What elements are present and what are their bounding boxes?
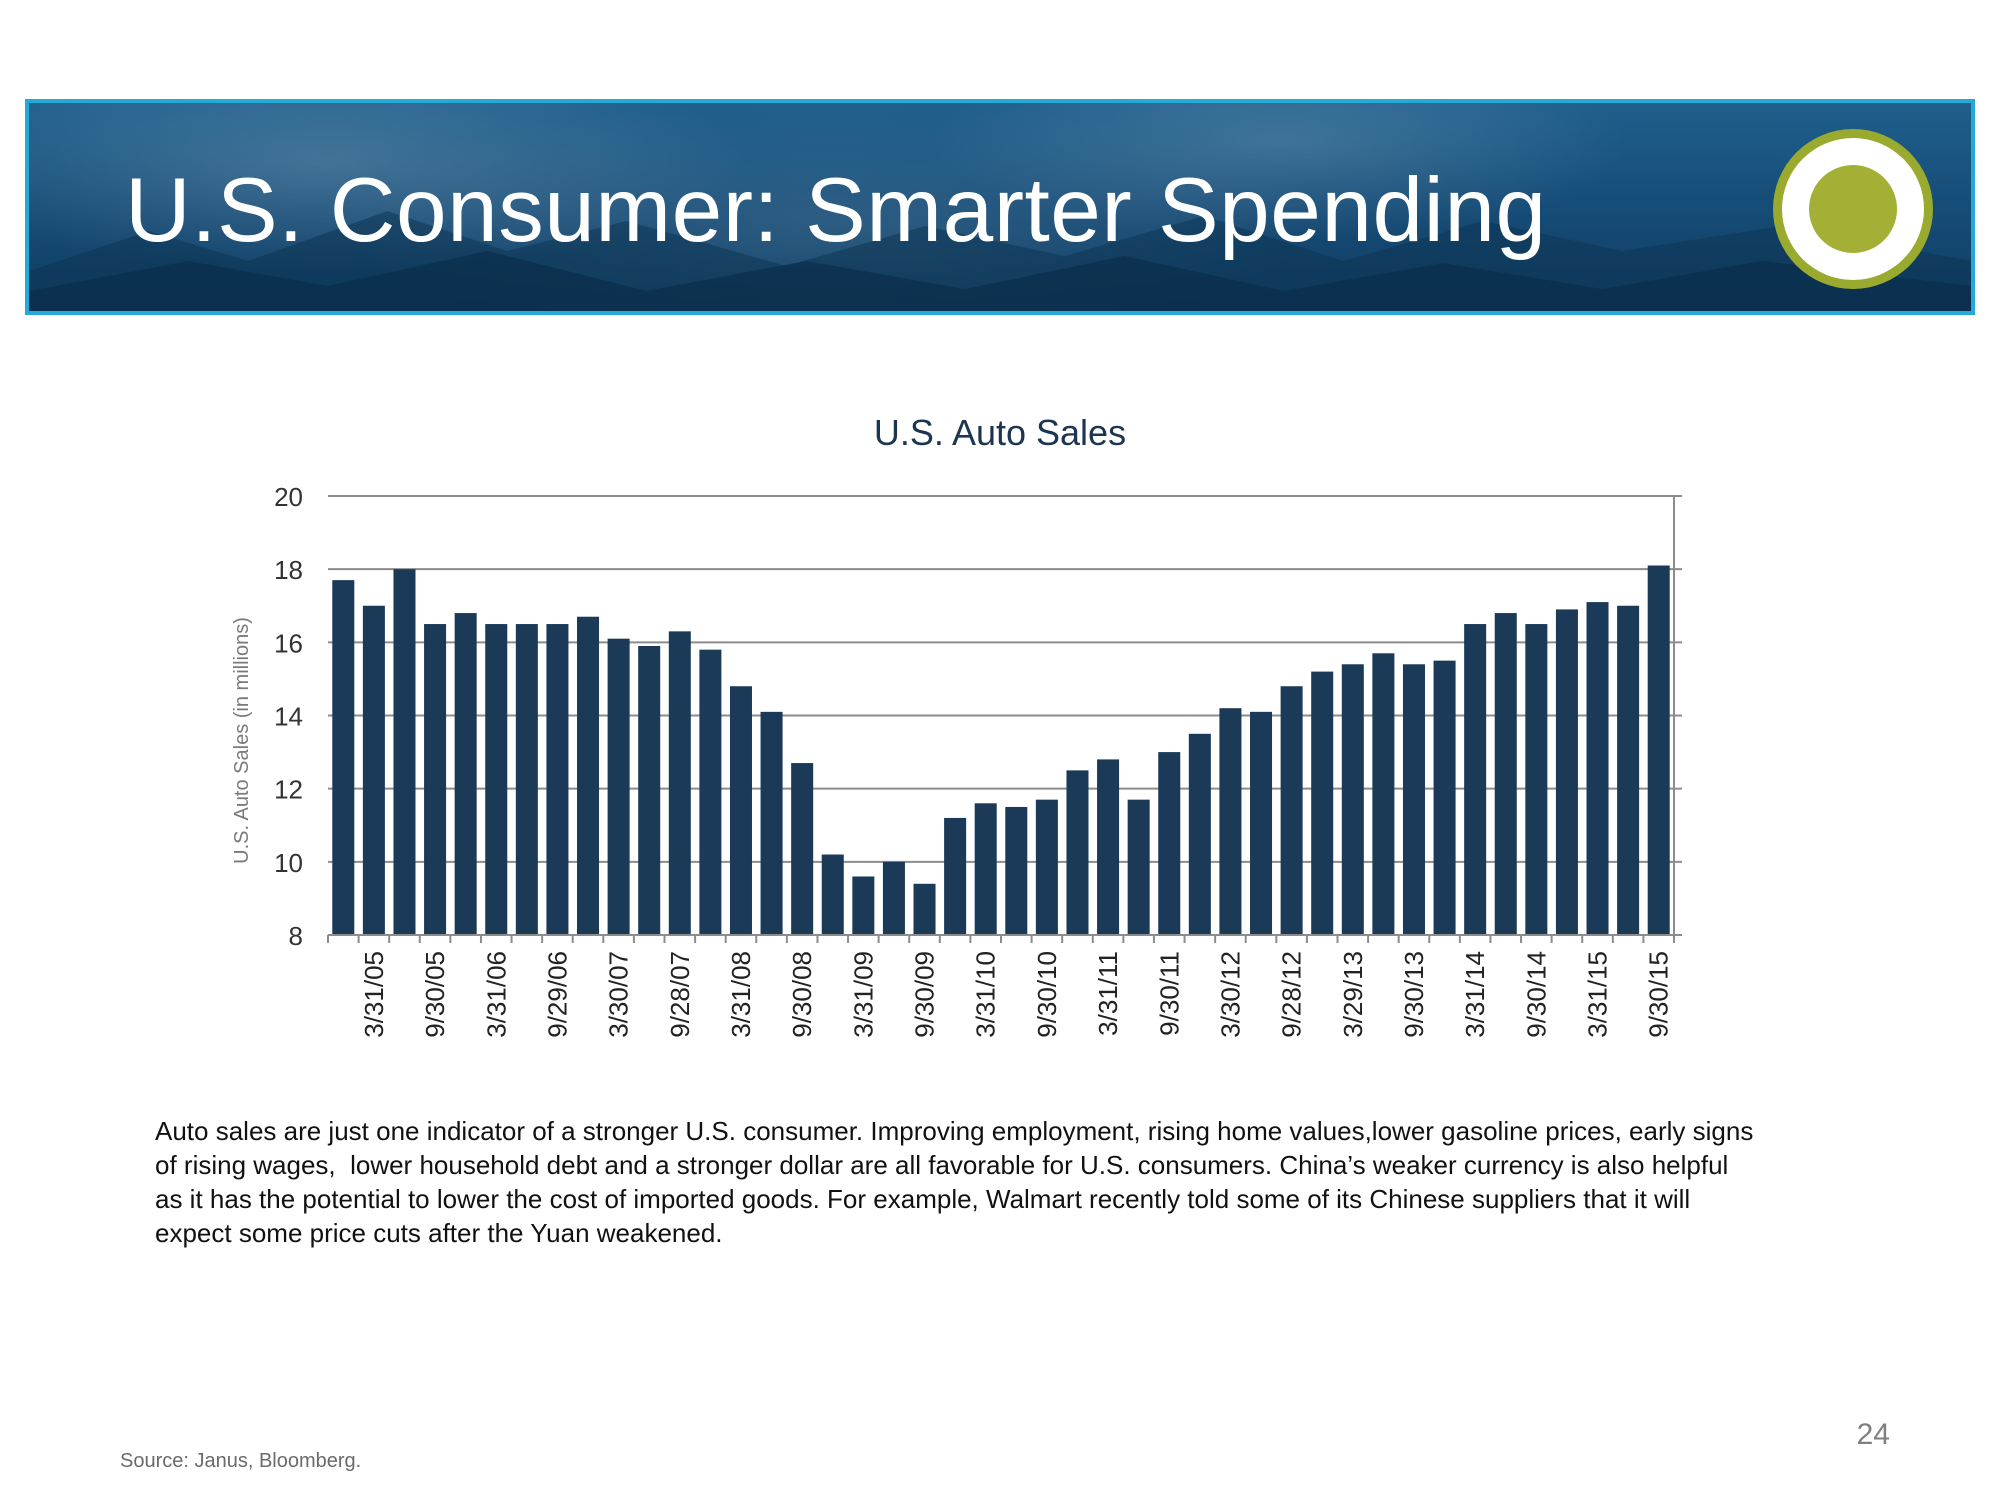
bar xyxy=(791,763,814,935)
y-tick-label: 20 xyxy=(274,482,303,512)
bar xyxy=(607,638,630,935)
bar xyxy=(1280,686,1303,935)
bar xyxy=(1035,799,1058,935)
y-tick-label: 8 xyxy=(289,921,303,951)
y-tick-label: 16 xyxy=(274,628,303,658)
bar xyxy=(1555,609,1578,935)
x-tick-label: 9/30/14 xyxy=(1521,951,1551,1038)
x-tick-label: 3/29/13 xyxy=(1338,951,1368,1038)
bar xyxy=(852,876,875,935)
x-tick-label: 9/30/11 xyxy=(1154,951,1184,1036)
bar xyxy=(454,613,477,935)
source-note: Source: Janus, Bloomberg. xyxy=(120,1450,362,1472)
x-tick-label: 3/31/09 xyxy=(848,951,878,1038)
x-tick-label: 9/30/08 xyxy=(787,951,817,1038)
bar xyxy=(882,861,905,935)
x-tick-label: 9/30/05 xyxy=(420,951,450,1038)
y-tick-label: 12 xyxy=(274,775,303,805)
bar xyxy=(515,624,538,935)
bar xyxy=(1464,624,1487,935)
x-tick-label: 3/31/11 xyxy=(1093,951,1123,1036)
bar xyxy=(577,616,600,935)
page-title: U.S. Consumer: Smarter Spending xyxy=(125,160,1547,261)
bar xyxy=(1402,664,1425,935)
bar xyxy=(1097,759,1120,935)
bar xyxy=(1158,752,1181,935)
x-tick-label: 9/30/09 xyxy=(910,951,940,1038)
x-tick-label: 9/28/07 xyxy=(665,951,695,1038)
bar xyxy=(1188,733,1211,935)
bar xyxy=(638,645,661,935)
bar xyxy=(699,649,722,935)
bar xyxy=(913,883,936,935)
bar xyxy=(1066,770,1089,935)
description-text: Auto sales are just one indicator of a s… xyxy=(155,1114,1755,1250)
bar-chart: 8 10 12 14 16 18 20 U.S. Auto Sales (in million… xyxy=(231,482,1682,1038)
bar xyxy=(1250,711,1273,935)
logo-icon xyxy=(1773,129,1933,289)
bar xyxy=(821,854,844,935)
chart-title: U.S. Auto Sales xyxy=(873,412,1127,453)
x-tick-label: 9/29/06 xyxy=(542,951,572,1038)
bar xyxy=(1127,799,1150,935)
y-tick-label: 14 xyxy=(274,702,303,732)
bar xyxy=(729,686,752,935)
bar xyxy=(485,624,508,935)
y-tick-label: 10 xyxy=(274,848,303,878)
x-tick-label: 9/30/13 xyxy=(1399,951,1429,1038)
bar xyxy=(760,711,783,935)
bar xyxy=(1219,708,1242,935)
x-tick-label: 3/30/12 xyxy=(1215,951,1245,1038)
bar xyxy=(362,605,385,935)
bar xyxy=(974,803,997,935)
bar xyxy=(944,817,967,935)
x-tick-label: 3/31/10 xyxy=(971,951,1001,1038)
x-tick-label: 9/30/10 xyxy=(1032,951,1062,1038)
bar xyxy=(1647,565,1670,935)
bar xyxy=(1341,664,1364,935)
x-tick-label: 3/30/07 xyxy=(604,951,634,1038)
bar xyxy=(1372,653,1395,935)
header-banner: U.S. Consumer: Smarter Spending xyxy=(25,99,1975,315)
bar xyxy=(332,580,355,935)
x-tick-label: 9/28/12 xyxy=(1277,951,1307,1038)
bar xyxy=(1005,806,1028,935)
y-tick-label: 18 xyxy=(274,555,303,585)
bar xyxy=(1494,613,1517,935)
bar xyxy=(1433,660,1456,935)
mountain-background xyxy=(29,211,1971,311)
bar xyxy=(424,624,447,935)
page-number: 24 xyxy=(1856,1418,1890,1451)
bar xyxy=(1311,671,1334,935)
bar xyxy=(1525,624,1548,935)
bar xyxy=(1586,602,1609,935)
bar xyxy=(393,569,416,935)
bar xyxy=(1617,605,1640,935)
bar xyxy=(668,631,691,935)
y-axis-label: U.S. Auto Sales (in millions) xyxy=(231,617,253,864)
x-tick-label: 9/30/15 xyxy=(1644,951,1674,1038)
x-tick-label: 3/31/08 xyxy=(726,951,756,1038)
x-tick-label: 3/31/15 xyxy=(1583,951,1613,1038)
bar xyxy=(546,624,569,935)
description-paragraph: Auto sales are just one indicator of a s… xyxy=(155,1116,1761,1248)
x-tick-label: 3/31/14 xyxy=(1460,951,1490,1038)
x-tick-label: 3/31/05 xyxy=(359,951,389,1038)
x-tick-label: 3/31/06 xyxy=(481,951,511,1038)
